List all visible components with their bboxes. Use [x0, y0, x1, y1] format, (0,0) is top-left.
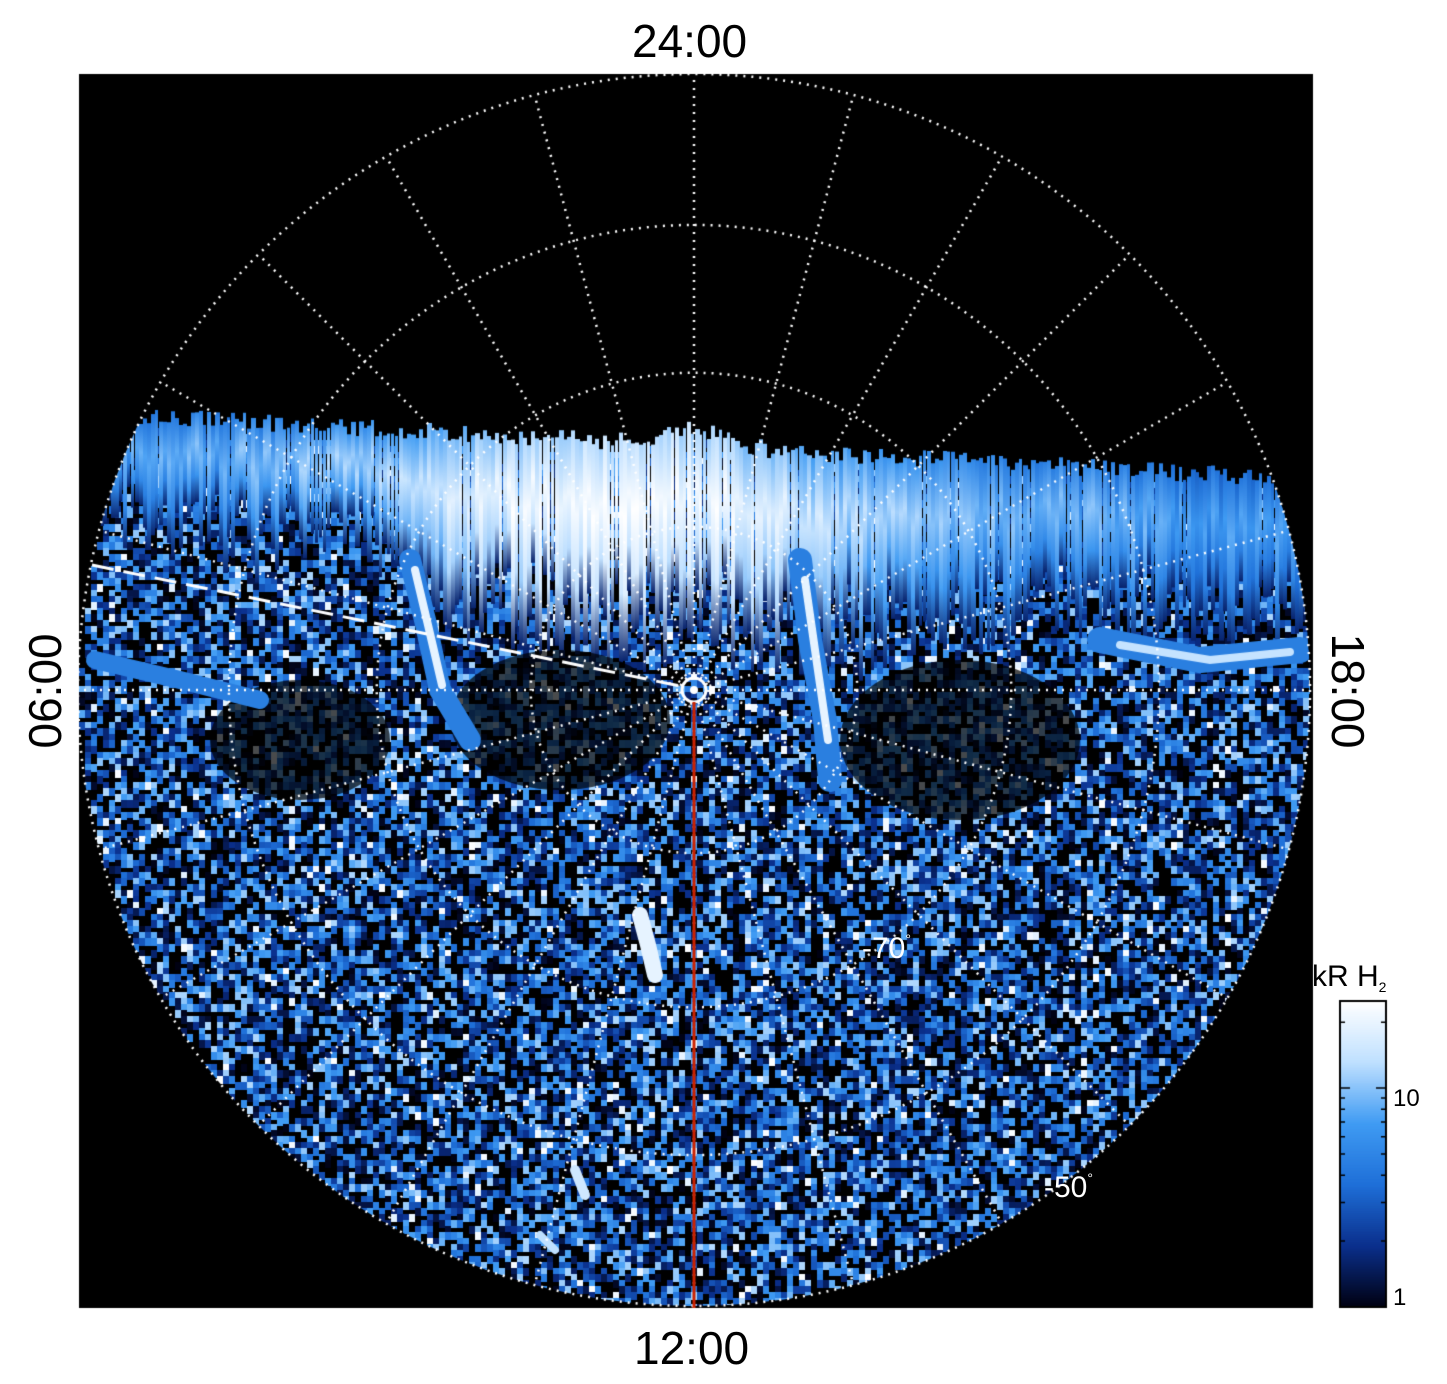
degree-symbol: °: [905, 931, 911, 947]
local-time-label-dusk: 18:00: [1322, 633, 1374, 749]
degree-symbol: °: [1087, 1170, 1093, 1186]
colorbar-title: kR H2: [1312, 960, 1387, 995]
colorbar-tick-label-1: 1: [1393, 1284, 1407, 1311]
colorbar-tick-label-10: 10: [1393, 1085, 1420, 1112]
colorbar-title-subscript: 2: [1378, 979, 1387, 995]
latitude-value-50: -50: [1044, 1171, 1088, 1204]
local-time-label-dawn: 06:00: [19, 633, 71, 749]
local-time-label-midnight: 24:00: [632, 15, 748, 67]
latitude-value-70: -70: [862, 932, 906, 965]
colorbar-title-text: kR H: [1312, 960, 1379, 993]
local-time-label-noon: 12:00: [634, 1322, 750, 1374]
latitude-label-70: -70°: [862, 932, 911, 964]
latitude-label-50: -50°: [1044, 1171, 1093, 1203]
